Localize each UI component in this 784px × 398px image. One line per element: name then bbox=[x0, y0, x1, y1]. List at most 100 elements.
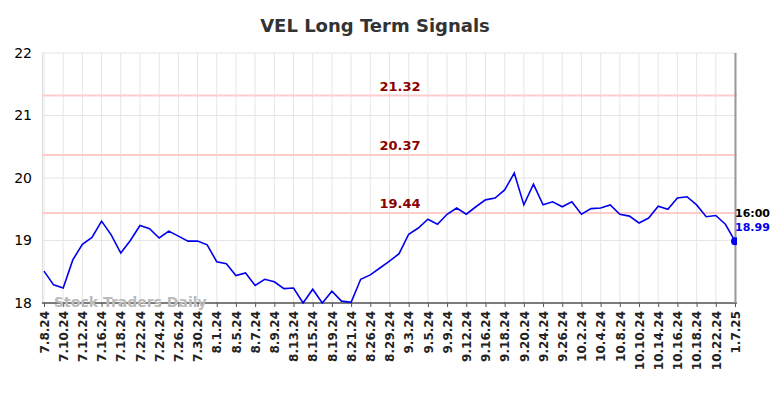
level-line bbox=[42, 154, 737, 156]
tick-mark bbox=[274, 303, 275, 307]
tick-mark bbox=[217, 303, 218, 307]
tick: 7.10.24 bbox=[57, 303, 71, 362]
tick: 7.8.24 bbox=[38, 303, 52, 354]
tick-mark bbox=[485, 303, 486, 307]
tick-mark bbox=[390, 303, 391, 307]
tick: 10.2.24 bbox=[575, 303, 589, 362]
tick-label: 8.5.24 bbox=[230, 311, 244, 354]
tick-label: 20 bbox=[14, 170, 32, 186]
tick-mark bbox=[294, 303, 295, 307]
tick: 8.21.24 bbox=[345, 303, 359, 362]
grid bbox=[42, 53, 737, 303]
tick-mark bbox=[505, 303, 506, 307]
tick-label: 7.24.24 bbox=[153, 311, 167, 362]
tick: 10.8.24 bbox=[614, 303, 628, 362]
tick-label: 8.13.24 bbox=[287, 311, 301, 362]
tick: 10.16.24 bbox=[671, 303, 685, 370]
tick-mark bbox=[428, 303, 429, 307]
watermark: Stock Traders Daily bbox=[54, 294, 207, 310]
tick-mark bbox=[677, 303, 678, 307]
tick-label: 9.26.24 bbox=[556, 311, 570, 362]
tick-label: 10.4.24 bbox=[594, 311, 608, 362]
level-label: 19.44 bbox=[379, 196, 420, 211]
tick-label: 7.30.24 bbox=[191, 311, 205, 362]
tick: 8.13.24 bbox=[287, 303, 301, 362]
tick: 10.22.24 bbox=[710, 303, 724, 370]
tick: 8.1.24 bbox=[210, 303, 224, 354]
tick: 8.7.24 bbox=[249, 303, 263, 354]
tick: 10.10.24 bbox=[633, 303, 647, 370]
tick-label: 7.22.24 bbox=[134, 311, 148, 362]
end-marker bbox=[735, 53, 737, 303]
tick: 18 bbox=[14, 295, 42, 311]
tick-label: 9.18.24 bbox=[498, 311, 512, 362]
tick-label: 9.5.24 bbox=[422, 311, 436, 354]
tick: 19 bbox=[14, 232, 42, 248]
tick: 7.26.24 bbox=[172, 303, 186, 362]
tick-label: 7.10.24 bbox=[57, 311, 71, 362]
tick-mark bbox=[370, 303, 371, 307]
tick: 9.26.24 bbox=[556, 303, 570, 362]
tick: 9.20.24 bbox=[518, 303, 532, 362]
tick: 9.9.24 bbox=[441, 303, 455, 354]
tick-label: 9.12.24 bbox=[460, 311, 474, 362]
grid-line bbox=[735, 53, 736, 303]
tick: 9.3.24 bbox=[402, 303, 416, 354]
level-label: 20.37 bbox=[379, 138, 420, 153]
tick: 10.14.24 bbox=[652, 303, 666, 370]
tick-mark bbox=[466, 303, 467, 307]
chart: VEL Long Term Signals18192021227.8.247.1… bbox=[0, 0, 784, 398]
tick: 21 bbox=[14, 107, 42, 123]
tick-label: 9.24.24 bbox=[537, 311, 551, 362]
tick-mark bbox=[620, 303, 621, 307]
last-time: 16:00 bbox=[735, 207, 770, 220]
tick-label: 10.22.24 bbox=[710, 311, 724, 370]
tick: 8.26.24 bbox=[364, 303, 378, 362]
tick-mark bbox=[601, 303, 602, 307]
tick-label: 8.29.24 bbox=[383, 311, 397, 362]
tick: 9.16.24 bbox=[479, 303, 493, 362]
tick-label: 18 bbox=[14, 295, 32, 311]
x-axis: 7.8.24 7.10.24 7.12.24 7.16.24 7.18.24 7.22.2… bbox=[38, 303, 743, 370]
tick-label: 10.18.24 bbox=[690, 311, 704, 370]
tick-label: 1.7.25 bbox=[729, 311, 743, 354]
tick-mark bbox=[543, 303, 544, 307]
tick-label: 7.16.24 bbox=[95, 311, 109, 362]
tick: 7.30.24 bbox=[191, 303, 205, 362]
tick-mark bbox=[351, 303, 352, 307]
tick-mark bbox=[581, 303, 582, 307]
tick-label: 7.8.24 bbox=[38, 311, 52, 354]
tick: 20 bbox=[14, 170, 42, 186]
last-point bbox=[731, 237, 737, 245]
tick: 7.16.24 bbox=[95, 303, 109, 362]
tick: 22 bbox=[14, 45, 42, 61]
tick: 7.12.24 bbox=[76, 303, 90, 362]
tick: 9.24.24 bbox=[537, 303, 551, 362]
tick-label: 8.7.24 bbox=[249, 311, 263, 354]
tick-mark bbox=[44, 303, 45, 307]
tick-label: 9.3.24 bbox=[402, 311, 416, 354]
tick: 9.18.24 bbox=[498, 303, 512, 362]
tick-mark bbox=[313, 303, 314, 307]
tick-mark bbox=[716, 303, 717, 307]
tick-label: 7.18.24 bbox=[114, 311, 128, 362]
tick: 10.18.24 bbox=[690, 303, 704, 370]
tick: 8.15.24 bbox=[306, 303, 320, 362]
tick: 8.19.24 bbox=[326, 303, 340, 362]
y-axis: 18 19 20 21 22 bbox=[14, 45, 42, 311]
tick-label: 8.9.24 bbox=[268, 311, 282, 354]
tick-mark bbox=[409, 303, 410, 307]
tick-label: 10.16.24 bbox=[671, 311, 685, 370]
tick-label: 7.26.24 bbox=[172, 311, 186, 362]
tick: 7.24.24 bbox=[153, 303, 167, 362]
grid-line bbox=[42, 53, 737, 54]
tick: 10.4.24 bbox=[594, 303, 608, 362]
axis-line bbox=[42, 54, 43, 304]
level-line bbox=[42, 95, 737, 97]
tick: 8.9.24 bbox=[268, 303, 282, 354]
levels: 19.4420.3721.32 bbox=[42, 79, 737, 214]
tick-label: 19 bbox=[14, 232, 32, 248]
grid-line bbox=[42, 115, 737, 116]
level-line bbox=[42, 212, 737, 214]
plot bbox=[44, 173, 737, 303]
